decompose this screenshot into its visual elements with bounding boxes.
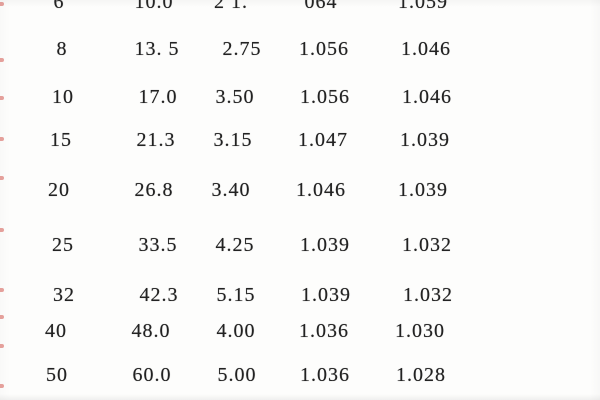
table-cell: 1.039 bbox=[301, 284, 351, 306]
table-cell: 42.3 bbox=[139, 284, 179, 306]
table-cell: 10 bbox=[52, 86, 74, 108]
table-cell: 20 bbox=[48, 179, 70, 201]
table-cell: 1.039 bbox=[300, 234, 350, 256]
table-cell: 21.3 bbox=[136, 129, 176, 151]
table-cell: 6 bbox=[53, 0, 65, 13]
table-cell: 1.036 bbox=[300, 364, 350, 386]
table-cell: 1.028 bbox=[396, 364, 446, 386]
table-cell: 1.032 bbox=[403, 284, 453, 306]
table-cell: 8 bbox=[56, 38, 68, 60]
table-row: 20 26.8 3.40 1.046 1.039 bbox=[0, 177, 600, 203]
table-cell: 3.15 bbox=[213, 129, 253, 151]
table-cell: 4.00 bbox=[216, 320, 256, 342]
table-row: 32 42.3 5.15 1.039 1.032 bbox=[5, 282, 600, 308]
table-cell: 064 bbox=[304, 0, 338, 13]
table-cell: 4.25 bbox=[215, 234, 255, 256]
table-cell: 1.030 bbox=[395, 320, 445, 342]
table-cell: 1.056 bbox=[299, 38, 349, 60]
table-cell: 40 bbox=[45, 320, 67, 342]
table-row: 10 17.0 3.50 1.056 1.046 bbox=[4, 84, 600, 110]
table-row: 50 60.0 5.00 1.036 1.028 bbox=[0, 362, 598, 388]
table-cell: 5.15 bbox=[216, 284, 256, 306]
table-cell: 60.0 bbox=[132, 364, 172, 386]
table-cell: 1.047 bbox=[298, 129, 348, 151]
table-cell: 1.039 bbox=[398, 179, 448, 201]
table-cell: 2 1. bbox=[214, 0, 248, 13]
table-cell: 3.40 bbox=[211, 179, 251, 201]
table-cell: 1.046 bbox=[401, 38, 451, 60]
table-cell: 13. 5 bbox=[134, 38, 180, 60]
table-cell: 26.8 bbox=[134, 179, 174, 201]
red-scan-mark bbox=[0, 288, 4, 292]
table-cell: 10.0 bbox=[134, 0, 174, 13]
table-cell: 1.046 bbox=[402, 86, 452, 108]
table-cell: 48.0 bbox=[131, 320, 171, 342]
red-scan-mark bbox=[0, 344, 4, 348]
table-cell: 33.5 bbox=[138, 234, 178, 256]
table-cell: 1.059 bbox=[398, 0, 448, 13]
table-cell: 32 bbox=[53, 284, 75, 306]
table-row: 15 21.3 3.15 1.047 1.039 bbox=[2, 127, 600, 153]
table-row: 25 33.5 4.25 1.039 1.032 bbox=[4, 232, 600, 258]
table-cell: 3.50 bbox=[215, 86, 255, 108]
table-cell: 15 bbox=[50, 129, 72, 151]
table-cell: 1.032 bbox=[402, 234, 452, 256]
table-cell: 5.00 bbox=[217, 364, 257, 386]
table-row: 8 13. 5 2.75 1.056 1.046 bbox=[3, 36, 600, 62]
table-cell: 1.056 bbox=[300, 86, 350, 108]
table-cell: 2.75 bbox=[222, 38, 262, 60]
table-cell: 25 bbox=[52, 234, 74, 256]
table-cell: 17.0 bbox=[138, 86, 178, 108]
table-row: 40 48.0 4.00 1.036 1.030 bbox=[0, 318, 597, 344]
table-cell: 1.046 bbox=[296, 179, 346, 201]
table-cell: 1.036 bbox=[299, 320, 349, 342]
table-cell: 1.039 bbox=[400, 129, 450, 151]
table-row: 6 10.0 2 1. 064 1.059 bbox=[0, 0, 600, 15]
table-cell: 50 bbox=[46, 364, 68, 386]
